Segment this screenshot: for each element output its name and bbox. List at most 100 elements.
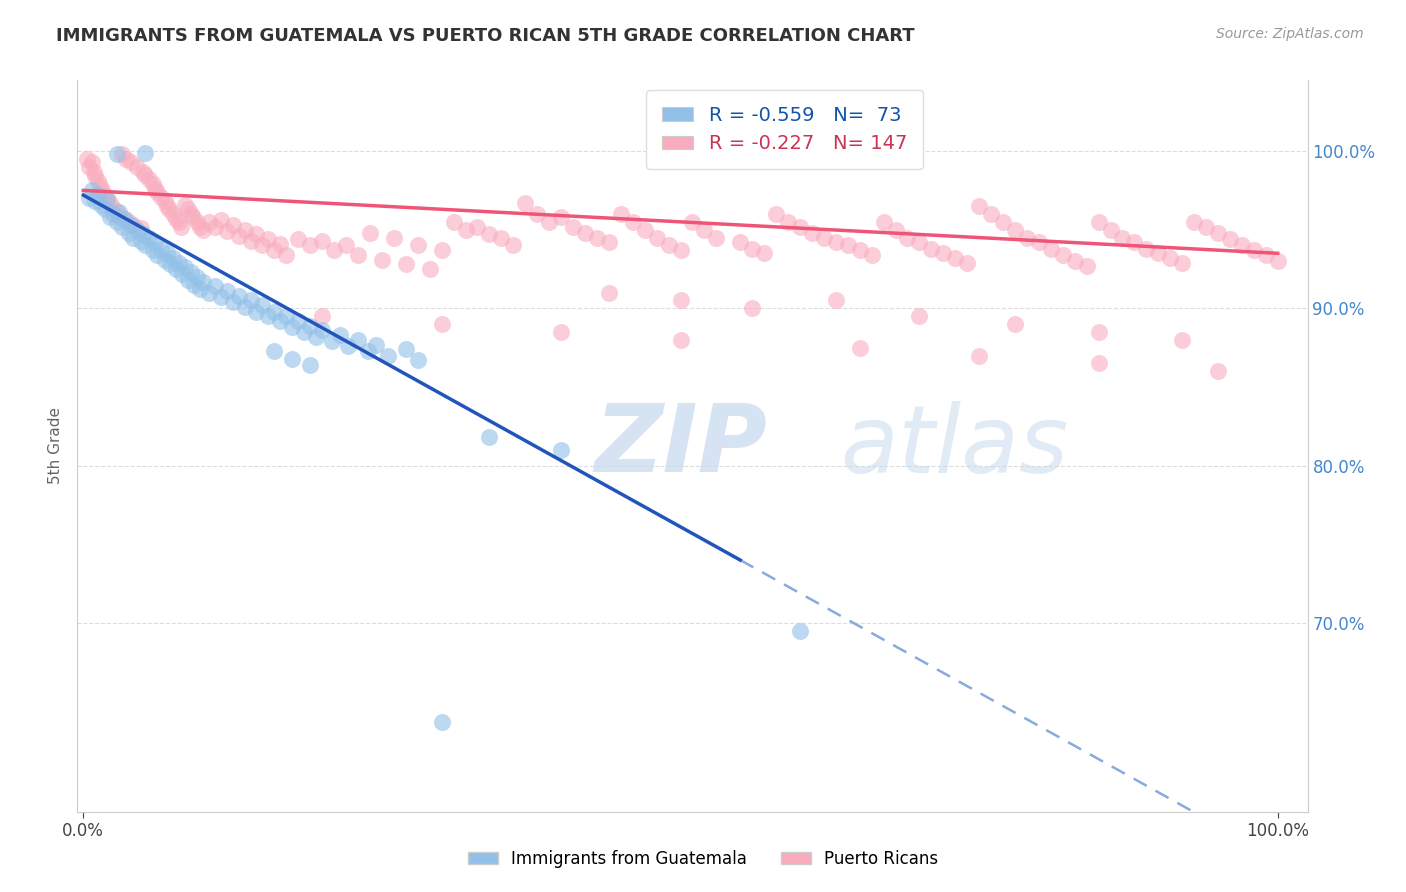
- Point: [80, 155, 103, 169]
- Point: [221, 218, 243, 232]
- Point: [77, 160, 100, 174]
- Point: [98, 196, 121, 211]
- Point: [562, 219, 585, 234]
- Point: [281, 320, 304, 334]
- Point: [896, 230, 918, 244]
- Point: [1111, 230, 1133, 244]
- Point: [86, 174, 108, 188]
- Point: [157, 202, 180, 217]
- Point: [142, 243, 165, 257]
- Point: [96, 193, 118, 207]
- Point: [186, 269, 208, 284]
- Point: [209, 213, 232, 227]
- Point: [167, 256, 190, 270]
- Point: [129, 221, 152, 235]
- Point: [669, 333, 692, 347]
- Point: [166, 262, 188, 277]
- Point: [682, 215, 704, 229]
- Point: [1028, 235, 1050, 250]
- Point: [634, 223, 657, 237]
- Point: [98, 210, 121, 224]
- Point: [197, 215, 219, 229]
- Point: [105, 215, 128, 229]
- Point: [824, 293, 846, 308]
- Point: [153, 194, 176, 209]
- Point: [257, 232, 280, 246]
- Point: [120, 218, 142, 232]
- Point: [190, 283, 212, 297]
- Point: [645, 230, 668, 244]
- Point: [134, 238, 156, 252]
- Point: [932, 246, 955, 260]
- Point: [287, 232, 309, 246]
- Point: [550, 210, 572, 224]
- Point: [526, 207, 548, 221]
- Point: [299, 318, 322, 333]
- Point: [1254, 248, 1277, 262]
- Point: [920, 242, 942, 256]
- Text: Source: ZipAtlas.com: Source: ZipAtlas.com: [1216, 27, 1364, 41]
- Point: [837, 238, 859, 252]
- Point: [239, 234, 262, 248]
- Point: [980, 207, 1002, 221]
- Point: [239, 293, 262, 308]
- Point: [153, 252, 176, 267]
- Point: [478, 227, 501, 242]
- Point: [406, 238, 429, 252]
- Point: [884, 223, 907, 237]
- Point: [1159, 251, 1181, 265]
- Point: [180, 265, 202, 279]
- Point: [1206, 226, 1229, 240]
- Text: atlas: atlas: [841, 401, 1069, 491]
- Point: [321, 334, 343, 349]
- Point: [146, 248, 169, 262]
- Point: [101, 201, 124, 215]
- Point: [186, 215, 208, 229]
- Point: [263, 304, 285, 318]
- Point: [89, 178, 111, 193]
- Point: [105, 147, 128, 161]
- Point: [800, 226, 823, 240]
- Point: [156, 199, 179, 213]
- Point: [204, 279, 226, 293]
- Point: [789, 624, 811, 638]
- Point: [776, 215, 799, 229]
- Point: [110, 219, 132, 234]
- Point: [347, 333, 370, 347]
- Point: [1219, 232, 1241, 246]
- Point: [80, 183, 103, 197]
- Point: [467, 219, 489, 234]
- Point: [287, 314, 309, 328]
- Point: [704, 230, 727, 244]
- Point: [658, 238, 681, 252]
- Point: [138, 230, 160, 244]
- Point: [105, 205, 128, 219]
- Point: [395, 257, 418, 271]
- Point: [908, 310, 931, 324]
- Point: [430, 714, 453, 729]
- Point: [156, 246, 179, 260]
- Point: [299, 238, 322, 252]
- Point: [263, 343, 285, 358]
- Point: [281, 351, 304, 366]
- Point: [371, 252, 394, 267]
- Point: [292, 325, 315, 339]
- Point: [395, 343, 418, 357]
- Point: [257, 310, 280, 324]
- Point: [335, 238, 357, 252]
- Point: [108, 209, 131, 223]
- Point: [276, 310, 298, 324]
- Point: [215, 284, 238, 298]
- Point: [323, 243, 346, 257]
- Point: [991, 215, 1014, 229]
- Point: [347, 248, 370, 262]
- Point: [86, 188, 108, 202]
- Point: [967, 349, 990, 363]
- Point: [848, 341, 870, 355]
- Point: [180, 207, 202, 221]
- Point: [669, 293, 692, 308]
- Point: [443, 215, 465, 229]
- Point: [364, 337, 387, 351]
- Point: [311, 310, 333, 324]
- Point: [101, 207, 124, 221]
